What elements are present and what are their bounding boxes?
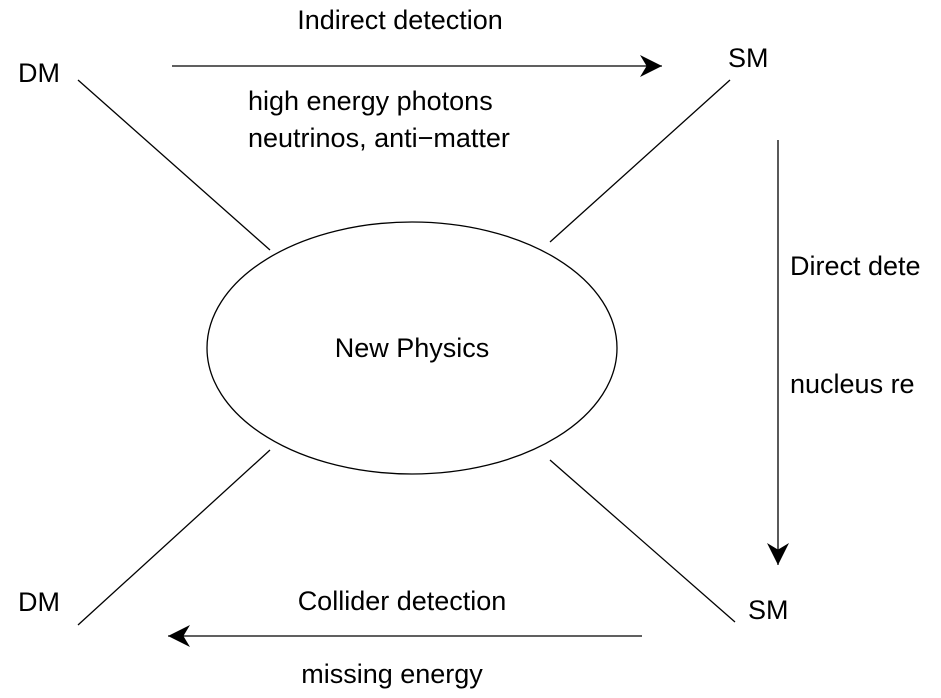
leg-bottom-left [77, 449, 271, 626]
indirect-title: Indirect detection [297, 5, 503, 35]
corner-label: DM [18, 58, 60, 88]
direct-detail: nucleus re [790, 369, 915, 399]
collider-detail: missing energy [301, 659, 483, 689]
leg-bottom-right [549, 459, 736, 623]
new-physics-ellipse [206, 221, 618, 475]
leg-top-right [549, 79, 731, 243]
corner-label: SM [748, 595, 789, 625]
indirect-detail: neutrinos, anti−matter [248, 123, 510, 153]
corner-label: DM [18, 587, 60, 617]
collider-title: Collider detection [298, 586, 507, 616]
indirect-detail: high energy photons [248, 86, 493, 116]
center-label: New Physics [335, 333, 490, 363]
corner-label: SM [728, 43, 769, 73]
direct-title: Direct dete [790, 251, 921, 281]
leg-top-left [77, 79, 271, 251]
